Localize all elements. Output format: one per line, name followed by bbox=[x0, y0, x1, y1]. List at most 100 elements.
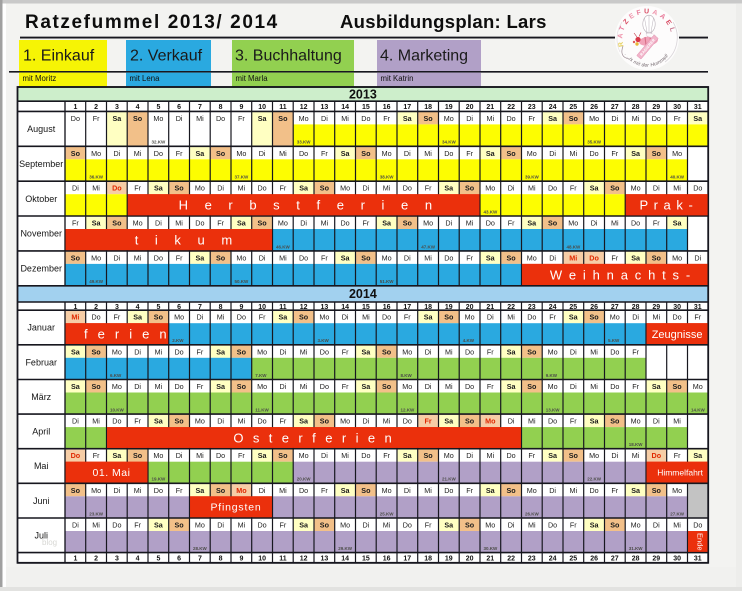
svg-text:Sa: Sa bbox=[590, 417, 600, 426]
svg-text:16: 16 bbox=[383, 104, 391, 111]
svg-text:15: 15 bbox=[362, 304, 370, 311]
svg-text:Mo: Mo bbox=[672, 486, 682, 495]
svg-text:Di: Di bbox=[176, 451, 183, 460]
svg-text:Do: Do bbox=[486, 219, 495, 228]
svg-text:3: 3 bbox=[115, 104, 119, 111]
svg-text:13: 13 bbox=[321, 304, 329, 311]
svg-text:Do: Do bbox=[174, 382, 183, 391]
svg-text:Mi: Mi bbox=[300, 382, 308, 391]
svg-text:21: 21 bbox=[486, 304, 494, 311]
svg-text:So: So bbox=[71, 486, 81, 495]
svg-text:Mi: Mi bbox=[611, 219, 619, 228]
svg-text:Mo: Mo bbox=[631, 521, 641, 530]
svg-text:Fr: Fr bbox=[93, 451, 100, 460]
svg-text:Fr: Fr bbox=[508, 219, 515, 228]
svg-text:Do: Do bbox=[589, 149, 598, 158]
svg-text:Mo: Mo bbox=[299, 451, 309, 460]
svg-text:Di: Di bbox=[134, 382, 141, 391]
svg-text:So: So bbox=[424, 451, 434, 460]
svg-text:10.KW: 10.KW bbox=[110, 408, 125, 413]
svg-text:30: 30 bbox=[673, 555, 681, 562]
svg-text:21: 21 bbox=[486, 104, 494, 111]
svg-text:Sa: Sa bbox=[71, 347, 81, 356]
svg-text:Sa: Sa bbox=[590, 521, 600, 530]
svg-text:Di: Di bbox=[508, 521, 515, 530]
svg-text:Fr: Fr bbox=[342, 382, 349, 391]
svg-text:Fr: Fr bbox=[549, 313, 556, 322]
svg-text:So: So bbox=[175, 521, 185, 530]
svg-text:14.KW: 14.KW bbox=[691, 408, 706, 413]
svg-text:Mo: Mo bbox=[153, 114, 163, 123]
svg-text:Di: Di bbox=[176, 114, 183, 123]
svg-text:5: 5 bbox=[156, 304, 160, 311]
svg-text:46.KW: 46.KW bbox=[276, 244, 291, 249]
svg-text:Mi: Mi bbox=[92, 417, 100, 426]
svg-text:Pfingsten: Pfingsten bbox=[211, 502, 262, 514]
svg-text:Mi: Mi bbox=[155, 347, 163, 356]
svg-text:Do: Do bbox=[506, 451, 515, 460]
svg-text:Do: Do bbox=[548, 417, 557, 426]
svg-text:Do: Do bbox=[465, 347, 474, 356]
svg-text:3: 3 bbox=[115, 555, 119, 562]
svg-text:Do: Do bbox=[506, 114, 515, 123]
svg-text:Do: Do bbox=[548, 184, 557, 193]
svg-text:Do: Do bbox=[589, 486, 598, 495]
svg-text:Fr: Fr bbox=[528, 114, 535, 123]
svg-text:So: So bbox=[175, 417, 185, 426]
svg-text:Di: Di bbox=[217, 417, 224, 426]
svg-text:Dezember: Dezember bbox=[20, 264, 62, 274]
svg-text:Di: Di bbox=[363, 184, 370, 193]
svg-text:So: So bbox=[71, 253, 81, 262]
svg-text:Di: Di bbox=[363, 417, 370, 426]
svg-text:mit Lena: mit Lena bbox=[130, 74, 161, 83]
svg-text:Fr: Fr bbox=[694, 313, 701, 322]
svg-text:Mo: Mo bbox=[91, 149, 101, 158]
svg-text:7: 7 bbox=[198, 555, 202, 562]
svg-text:37.KW: 37.KW bbox=[235, 175, 250, 180]
svg-text:Mi: Mi bbox=[238, 417, 246, 426]
svg-text:27: 27 bbox=[611, 104, 619, 111]
svg-text:Juli: Juli bbox=[34, 531, 48, 541]
svg-text:Sa: Sa bbox=[403, 114, 413, 123]
svg-text:8.KW: 8.KW bbox=[401, 373, 413, 378]
svg-text:Do: Do bbox=[154, 486, 163, 495]
svg-text:Mi: Mi bbox=[383, 184, 391, 193]
svg-text:Di: Di bbox=[114, 149, 121, 158]
svg-text:Mi: Mi bbox=[487, 451, 495, 460]
svg-text:20: 20 bbox=[466, 304, 474, 311]
svg-text:P r a k -: P r a k - bbox=[640, 198, 694, 213]
svg-text:Fr: Fr bbox=[653, 219, 660, 228]
svg-text:Di: Di bbox=[72, 184, 79, 193]
svg-text:O s t e r f e r i e n: O s t e r f e r i e n bbox=[233, 430, 394, 445]
svg-text:Mi: Mi bbox=[300, 347, 308, 356]
svg-text:7.KW: 7.KW bbox=[255, 373, 267, 378]
svg-text:So: So bbox=[361, 253, 371, 262]
svg-text:Fr: Fr bbox=[197, 347, 204, 356]
svg-text:Di: Di bbox=[611, 114, 618, 123]
svg-text:26.KW: 26.KW bbox=[525, 511, 540, 516]
svg-text:Mi: Mi bbox=[528, 521, 536, 530]
svg-text:So: So bbox=[361, 149, 371, 158]
svg-text:Sa: Sa bbox=[133, 313, 143, 322]
svg-text:Mo: Mo bbox=[340, 417, 350, 426]
svg-text:Mo: Mo bbox=[568, 219, 578, 228]
svg-text:10: 10 bbox=[258, 104, 266, 111]
svg-text:Sa: Sa bbox=[631, 253, 641, 262]
svg-text:Zeugnisse: Zeugnisse bbox=[652, 329, 703, 341]
svg-text:Mo: Mo bbox=[382, 253, 392, 262]
svg-text:10: 10 bbox=[258, 304, 266, 311]
svg-text:Sa: Sa bbox=[341, 253, 351, 262]
svg-text:So: So bbox=[507, 253, 517, 262]
svg-text:So: So bbox=[278, 451, 288, 460]
svg-text:Sa: Sa bbox=[237, 219, 247, 228]
svg-text:Mi: Mi bbox=[445, 382, 453, 391]
svg-text:18: 18 bbox=[424, 555, 432, 562]
svg-text:11: 11 bbox=[279, 555, 287, 562]
svg-text:Do: Do bbox=[693, 521, 702, 530]
svg-text:29: 29 bbox=[652, 304, 660, 311]
svg-text:Fr: Fr bbox=[383, 114, 390, 123]
svg-text:Mo: Mo bbox=[112, 382, 122, 391]
svg-text:Do: Do bbox=[299, 253, 308, 262]
svg-text:Sa: Sa bbox=[486, 486, 496, 495]
svg-text:6.KW: 6.KW bbox=[110, 373, 122, 378]
